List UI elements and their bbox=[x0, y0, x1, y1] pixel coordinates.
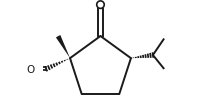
Polygon shape bbox=[56, 36, 70, 59]
Text: O: O bbox=[26, 64, 34, 74]
